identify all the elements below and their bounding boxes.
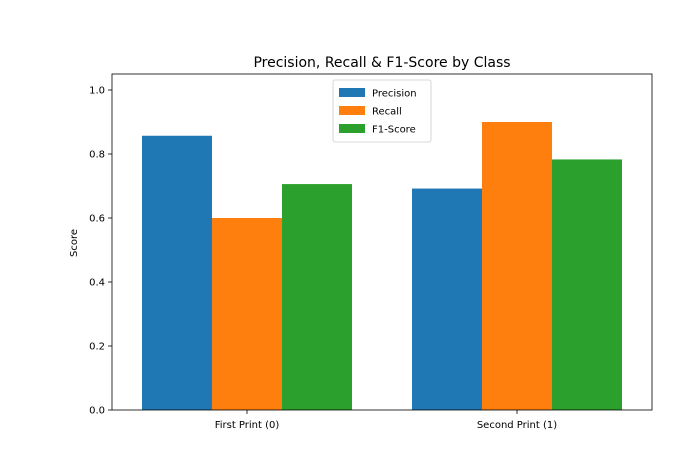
plot-area: 0.0 0.2 0.4 0.6 0.8 1.0 First Print (0) Second … xyxy=(89,73,653,431)
legend-label-recall: Recall xyxy=(372,107,402,118)
y-tick-label: 0.2 xyxy=(89,342,105,353)
bar-recall-0 xyxy=(212,218,282,410)
x-tick-label: First Print (0) xyxy=(215,420,280,431)
bar-precision-1 xyxy=(412,188,482,410)
y-tick-label: 0.8 xyxy=(89,150,105,161)
bar-f1-score-1 xyxy=(552,159,622,410)
legend-label-f1-score: F1-Score xyxy=(372,125,416,136)
legend-swatch-f1-score xyxy=(339,124,365,133)
legend-swatch-recall xyxy=(339,106,365,115)
chart-title: Precision, Recall & F1-Score by Class xyxy=(253,55,510,71)
legend: Precision Recall F1-Score xyxy=(332,79,432,143)
y-axis-label: Score xyxy=(69,229,80,257)
bar-f1-score-0 xyxy=(282,184,352,410)
y-tick-label: 0.0 xyxy=(89,406,105,417)
x-tick-label: Second Print (1) xyxy=(477,420,557,431)
y-tick-label: 0.4 xyxy=(89,278,105,289)
legend-swatch-precision xyxy=(339,88,365,97)
legend-label-precision: Precision xyxy=(372,89,417,100)
axes-frame xyxy=(111,73,653,411)
bar-recall-1 xyxy=(482,122,552,410)
bar-precision-0 xyxy=(142,135,212,410)
y-tick-label: 1.0 xyxy=(89,86,105,97)
y-tick-label: 0.6 xyxy=(89,214,105,225)
